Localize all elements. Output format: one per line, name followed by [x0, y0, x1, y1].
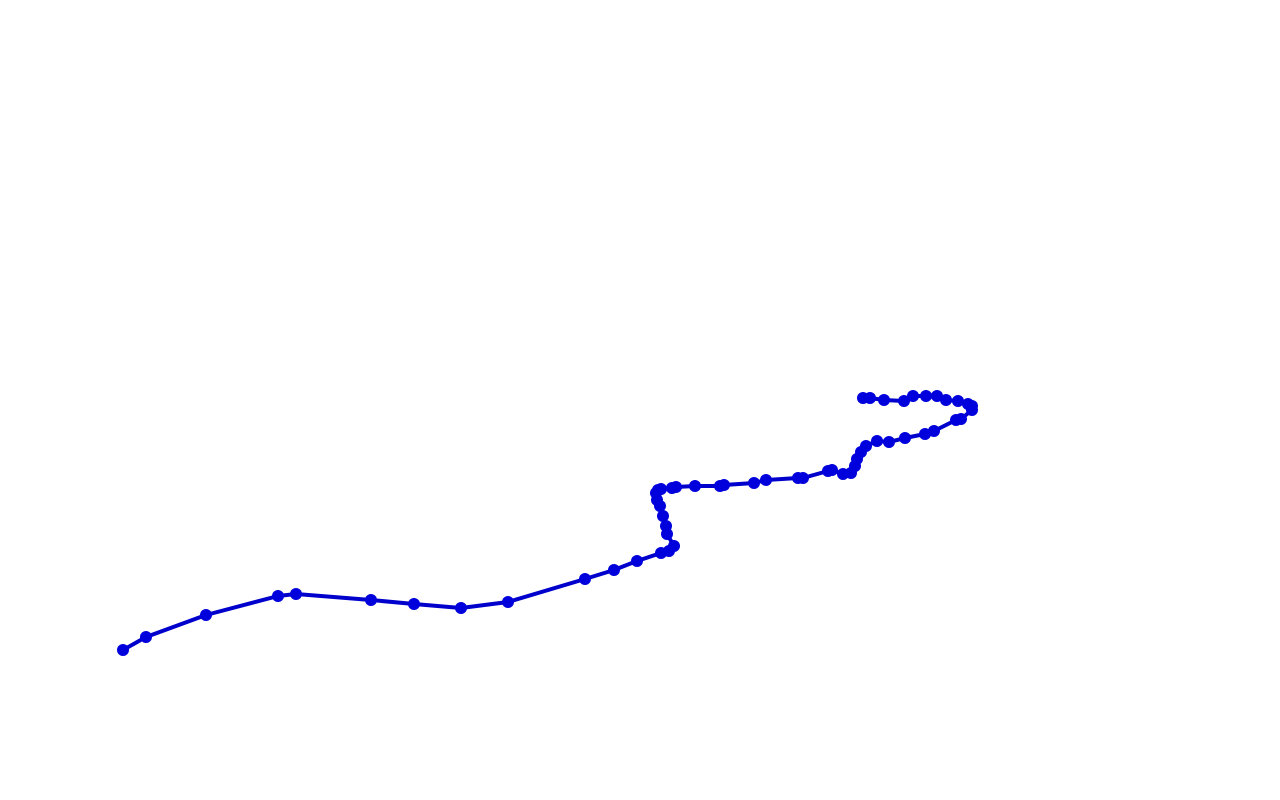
route-point[interactable] — [940, 394, 952, 406]
route-point[interactable] — [200, 609, 212, 621]
route-point[interactable] — [883, 436, 895, 448]
route-point[interactable] — [455, 602, 467, 614]
route-point[interactable] — [718, 479, 730, 491]
route-point[interactable] — [608, 564, 620, 576]
route-point[interactable] — [631, 555, 643, 567]
route-point[interactable] — [668, 540, 680, 552]
route-point[interactable] — [140, 631, 152, 643]
route-point[interactable] — [928, 425, 940, 437]
route-point[interactable] — [748, 477, 760, 489]
route-point[interactable] — [760, 474, 772, 486]
route-point[interactable] — [689, 480, 701, 492]
route-point[interactable] — [931, 390, 943, 402]
route-point[interactable] — [907, 390, 919, 402]
route-point[interactable] — [660, 520, 672, 532]
route-point[interactable] — [878, 394, 890, 406]
route-point[interactable] — [290, 588, 302, 600]
route-point[interactable] — [899, 432, 911, 444]
route-point[interactable] — [272, 590, 284, 602]
route-point[interactable] — [117, 644, 129, 656]
route-point[interactable] — [952, 395, 964, 407]
route-point[interactable] — [826, 464, 838, 476]
route-point[interactable] — [408, 598, 420, 610]
route-point[interactable] — [857, 392, 869, 404]
route-point[interactable] — [797, 472, 809, 484]
route-point[interactable] — [860, 440, 872, 452]
route-point[interactable] — [502, 596, 514, 608]
route-point[interactable] — [657, 510, 669, 522]
route-point[interactable] — [579, 573, 591, 585]
route-point[interactable] — [920, 390, 932, 402]
route-point[interactable] — [955, 413, 967, 425]
route-point[interactable] — [871, 435, 883, 447]
route-point[interactable] — [655, 483, 667, 495]
route-point[interactable] — [670, 481, 682, 493]
route-point[interactable] — [365, 594, 377, 606]
route-line — [121, 394, 974, 652]
route-point[interactable] — [898, 395, 910, 407]
route-point[interactable] — [962, 398, 974, 410]
route-points — [117, 390, 978, 656]
